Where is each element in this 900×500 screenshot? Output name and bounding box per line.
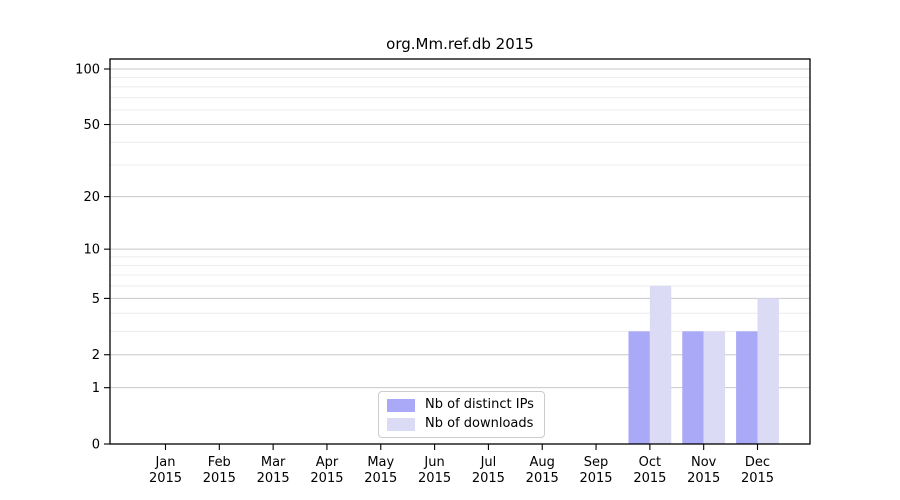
bar-distinct-ips-nov bbox=[682, 331, 704, 444]
x-tick-label-month: Jul bbox=[480, 455, 497, 470]
x-tick-label-month: Jun bbox=[423, 455, 444, 470]
x-tick-label-year: 2015 bbox=[526, 471, 559, 486]
plot-frame bbox=[109, 58, 811, 445]
x-tick-label-month: Aug bbox=[530, 455, 555, 470]
x-tick-label-year: 2015 bbox=[149, 471, 182, 486]
x-tick-label-month: Dec bbox=[745, 455, 770, 470]
x-tick-label-year: 2015 bbox=[364, 471, 397, 486]
legend-label-downloads: Nb of downloads bbox=[425, 416, 534, 431]
x-tick-label-year: 2015 bbox=[203, 471, 236, 486]
bar-downloads-nov bbox=[703, 331, 726, 444]
x-tick-label-year: 2015 bbox=[472, 471, 505, 486]
y-tick-label: 10 bbox=[83, 243, 100, 258]
x-tick-label-month: Jan bbox=[154, 455, 175, 470]
chart-title: org.Mm.ref.db 2015 bbox=[386, 35, 534, 53]
x-tick-label-year: 2015 bbox=[310, 471, 343, 486]
x-tick-label-month: Feb bbox=[208, 455, 231, 470]
y-tick-label: 50 bbox=[83, 118, 100, 133]
x-tick-label-month: Nov bbox=[691, 455, 717, 470]
legend-item-downloads: Nb of downloads bbox=[387, 416, 534, 432]
bar-distinct-ips-oct bbox=[628, 331, 650, 444]
x-tick-label-year: 2015 bbox=[687, 471, 720, 486]
x-tick-label-month: Apr bbox=[316, 455, 339, 470]
y-tick-label: 5 bbox=[92, 292, 100, 307]
x-tick-label-month: May bbox=[367, 455, 394, 470]
x-tick-label-year: 2015 bbox=[579, 471, 612, 486]
legend-item-distinct-ips: Nb of distinct IPs bbox=[387, 397, 534, 413]
x-tick-label-month: Sep bbox=[584, 455, 609, 470]
x-tick-label-year: 2015 bbox=[633, 471, 666, 486]
legend-swatch-distinct-ips bbox=[387, 398, 415, 412]
legend: Nb of distinct IPs Nb of downloads bbox=[378, 391, 545, 438]
bar-downloads-oct bbox=[649, 285, 672, 444]
y-tick-label: 100 bbox=[75, 63, 100, 78]
y-tick-label: 0 bbox=[92, 438, 100, 453]
bar-downloads-dec bbox=[757, 298, 779, 444]
legend-swatch-downloads bbox=[387, 417, 415, 431]
legend-label-distinct-ips: Nb of distinct IPs bbox=[425, 397, 534, 412]
x-tick-label-year: 2015 bbox=[257, 471, 290, 486]
y-tick-label: 1 bbox=[92, 381, 100, 396]
y-tick-label: 2 bbox=[92, 348, 100, 363]
x-tick-label-month: Mar bbox=[261, 455, 286, 470]
x-tick-label-month: Oct bbox=[639, 455, 661, 470]
bar-distinct-ips-dec bbox=[736, 331, 758, 444]
x-tick-label-year: 2015 bbox=[741, 471, 774, 486]
y-tick-label: 20 bbox=[83, 190, 100, 205]
x-tick-label-year: 2015 bbox=[418, 471, 451, 486]
